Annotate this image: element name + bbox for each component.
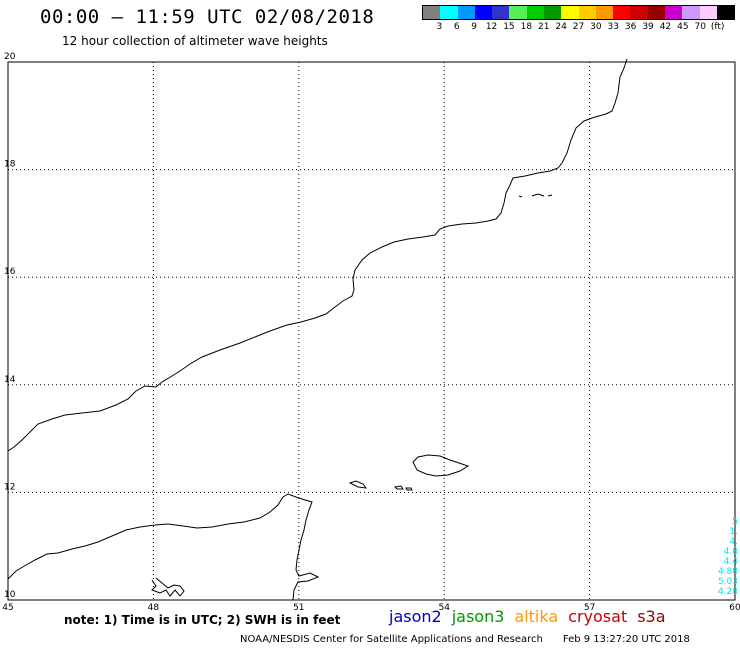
legend-label: (ft) xyxy=(710,22,725,32)
legend-swatch-2 xyxy=(457,6,475,19)
lon-tick-label: 57 xyxy=(584,603,595,613)
legend-swatch-1 xyxy=(440,6,458,19)
edge-wave-value: 4. xyxy=(729,537,738,547)
lat-tick-label: 10 xyxy=(4,590,16,600)
edge-wave-values: 5 1. 4. 4.8 4.4 4.88 5.03 4.28 xyxy=(718,517,738,597)
satellite-s3a: s3a xyxy=(637,607,666,626)
axis-tick-labels: 45 48 51 54 57 60 20 18 16 14 12 10 xyxy=(2,52,740,613)
legend-label: 30 xyxy=(590,22,602,32)
footer-note: note: 1) Time is in UTC; 2) SWH is in fe… xyxy=(64,613,341,627)
socotra-island xyxy=(412,454,470,477)
legend-swatch-6 xyxy=(526,6,544,19)
lon-tick-label: 54 xyxy=(438,603,450,613)
edge-wave-value: 4.88 xyxy=(717,567,738,577)
legend-swatch-7 xyxy=(543,6,562,19)
map-frame xyxy=(7,61,736,601)
legend-swatch-8 xyxy=(561,6,579,19)
credit-text: NOAA/NESDIS Center for Satellite Applica… xyxy=(240,634,543,645)
legend-labels: 3 6 9 12 15 18 21 24 27 30 33 36 39 42 45 70 (ft) xyxy=(422,20,735,34)
satellite-jason3: jason3 xyxy=(451,607,505,626)
coastline xyxy=(7,58,628,601)
lon-tick-label: 45 xyxy=(2,603,13,613)
edge-wave-value: 4.4 xyxy=(723,557,738,567)
kuria-muria-islands xyxy=(518,193,553,198)
legend-label: 27 xyxy=(572,22,585,32)
legend-label: 6 xyxy=(453,22,460,32)
map-gridlines xyxy=(8,62,735,600)
legend-swatch-5 xyxy=(509,6,527,19)
legend-swatch-9 xyxy=(578,6,596,19)
edge-wave-value: 5.03 xyxy=(717,577,738,587)
lon-tick-label: 48 xyxy=(148,603,160,613)
legend-swatch-16 xyxy=(699,6,717,19)
legend-label: 33 xyxy=(607,22,619,32)
arabian-coastline xyxy=(7,58,628,452)
satellite-altika: altika xyxy=(514,607,559,626)
lon-tick-label: 51 xyxy=(293,603,304,613)
lat-tick-label: 18 xyxy=(4,160,16,170)
brothers-island-2 xyxy=(405,487,413,491)
legend-label: 21 xyxy=(537,22,550,32)
legend-swatch-11 xyxy=(613,6,631,19)
legend-label: 24 xyxy=(555,22,567,32)
generated-timestamp: Feb 9 13:27:20 UTC 2018 xyxy=(562,634,690,645)
legend-swatch-17 xyxy=(716,6,735,19)
legend-swatch-13 xyxy=(647,6,665,19)
edge-wave-value: 4.8 xyxy=(723,547,738,557)
map-title: 00:00 – 11:59 UTC 02/08/2018 xyxy=(40,6,375,28)
abd-al-kuri-island xyxy=(348,480,368,489)
legend-label: 18 xyxy=(520,22,533,32)
satellite-list: jason2 jason3 altika cryosat s3a xyxy=(389,607,676,626)
satellite-cryosat: cryosat xyxy=(568,607,628,626)
legend-label: 12 xyxy=(485,22,498,32)
legend-swatch-15 xyxy=(682,6,700,19)
legend-swatch-10 xyxy=(595,6,614,19)
legend-swatch-12 xyxy=(630,6,648,19)
satellite-jason2: jason2 xyxy=(389,607,442,626)
lat-tick-label: 20 xyxy=(4,52,16,62)
legend-label: 45 xyxy=(677,22,689,32)
brothers-island-1 xyxy=(393,485,404,490)
lat-tick-label: 16 xyxy=(4,267,16,277)
map-subtitle: 12 hour collection of altimeter wave hei… xyxy=(62,34,328,48)
legend-label: 42 xyxy=(659,22,672,32)
legend-label: 36 xyxy=(624,22,637,32)
legend-label: 15 xyxy=(503,22,515,32)
lat-tick-label: 14 xyxy=(4,375,16,385)
legend-label: 9 xyxy=(471,22,478,32)
legend-swatch-14 xyxy=(664,6,683,19)
legend-color-bar xyxy=(422,5,735,20)
legend-label: 70 xyxy=(694,22,706,32)
legend-swatch-4 xyxy=(492,6,510,19)
credit-line: NOAA/NESDIS Center for Satellite Applica… xyxy=(240,634,690,645)
wave-height-legend: 3 6 9 12 15 18 21 24 27 30 33 36 39 42 45 70 (ft) xyxy=(422,5,735,34)
lon-tick-label: 60 xyxy=(729,603,740,613)
lat-tick-label: 12 xyxy=(4,482,15,492)
legend-swatch-3 xyxy=(474,6,493,19)
somali-coastal-detail xyxy=(151,577,185,597)
legend-swatch-0 xyxy=(423,6,441,19)
legend-label: 39 xyxy=(642,22,654,32)
somali-coastline xyxy=(7,493,320,601)
edge-wave-value: 5 xyxy=(732,517,738,527)
edge-wave-value: 1. xyxy=(729,527,738,537)
edge-wave-value: 4.28 xyxy=(717,587,738,597)
legend-label: 3 xyxy=(436,22,443,32)
